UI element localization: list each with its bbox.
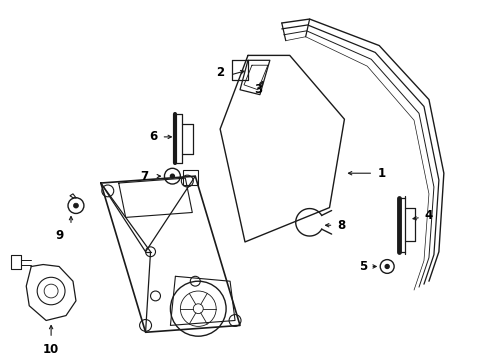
Bar bbox=[183, 170, 198, 185]
Text: 5: 5 bbox=[358, 260, 366, 273]
Circle shape bbox=[73, 203, 78, 208]
Text: 10: 10 bbox=[43, 343, 59, 356]
Text: 2: 2 bbox=[216, 66, 224, 78]
Circle shape bbox=[170, 174, 174, 178]
Circle shape bbox=[385, 265, 388, 269]
Text: 4: 4 bbox=[423, 209, 431, 222]
Text: 8: 8 bbox=[337, 219, 345, 232]
Text: 3: 3 bbox=[253, 83, 262, 96]
Text: 7: 7 bbox=[140, 170, 148, 183]
Text: 1: 1 bbox=[376, 167, 385, 180]
Text: 6: 6 bbox=[149, 130, 157, 143]
Text: 9: 9 bbox=[55, 229, 63, 242]
